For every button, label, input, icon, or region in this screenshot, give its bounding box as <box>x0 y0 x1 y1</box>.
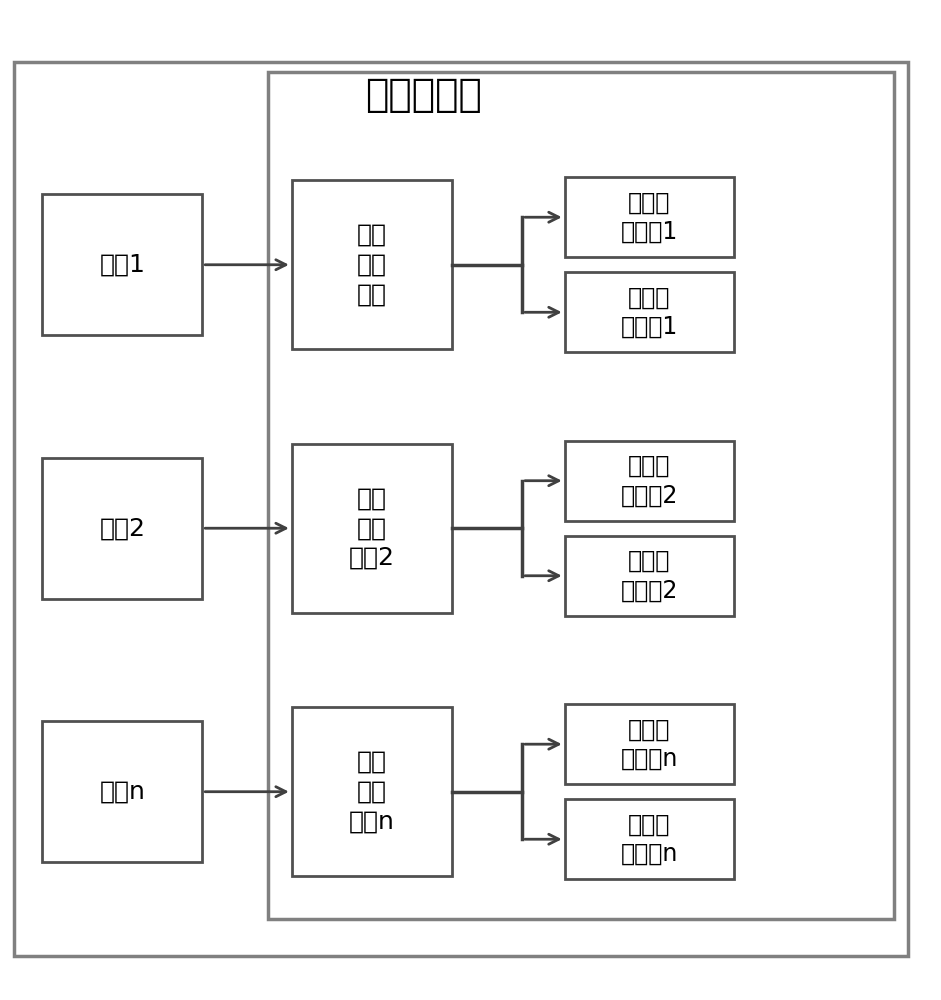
Text: 辅助
控制
电路n: 辅助 控制 电路n <box>349 750 394 833</box>
Text: 直流功
率器件2: 直流功 率器件2 <box>621 454 678 508</box>
Text: 直流功
率器件1: 直流功 率器件1 <box>621 190 678 244</box>
Text: 光耦1: 光耦1 <box>100 253 145 277</box>
FancyBboxPatch shape <box>565 704 734 784</box>
FancyBboxPatch shape <box>42 458 202 599</box>
Text: 辅助
控制
电路: 辅助 控制 电路 <box>357 223 387 306</box>
FancyBboxPatch shape <box>565 799 734 879</box>
Text: 交流功
率器件2: 交流功 率器件2 <box>621 549 678 603</box>
FancyBboxPatch shape <box>292 444 452 613</box>
FancyBboxPatch shape <box>565 536 734 616</box>
Text: 继电器主体: 继电器主体 <box>365 76 482 114</box>
Text: 交流功
率器件1: 交流功 率器件1 <box>621 285 678 339</box>
Text: 光耦n: 光耦n <box>100 780 145 804</box>
FancyBboxPatch shape <box>292 707 452 876</box>
Text: 交流功
率器件n: 交流功 率器件n <box>621 812 678 866</box>
Text: 辅助
控制
电路2: 辅助 控制 电路2 <box>349 487 394 570</box>
FancyBboxPatch shape <box>565 177 734 257</box>
FancyBboxPatch shape <box>565 272 734 352</box>
Text: 光耦2: 光耦2 <box>100 516 145 540</box>
FancyBboxPatch shape <box>565 441 734 521</box>
FancyBboxPatch shape <box>292 180 452 349</box>
FancyBboxPatch shape <box>42 194 202 335</box>
FancyBboxPatch shape <box>14 62 908 956</box>
FancyBboxPatch shape <box>42 721 202 862</box>
Text: 直流功
率器件n: 直流功 率器件n <box>621 717 678 771</box>
